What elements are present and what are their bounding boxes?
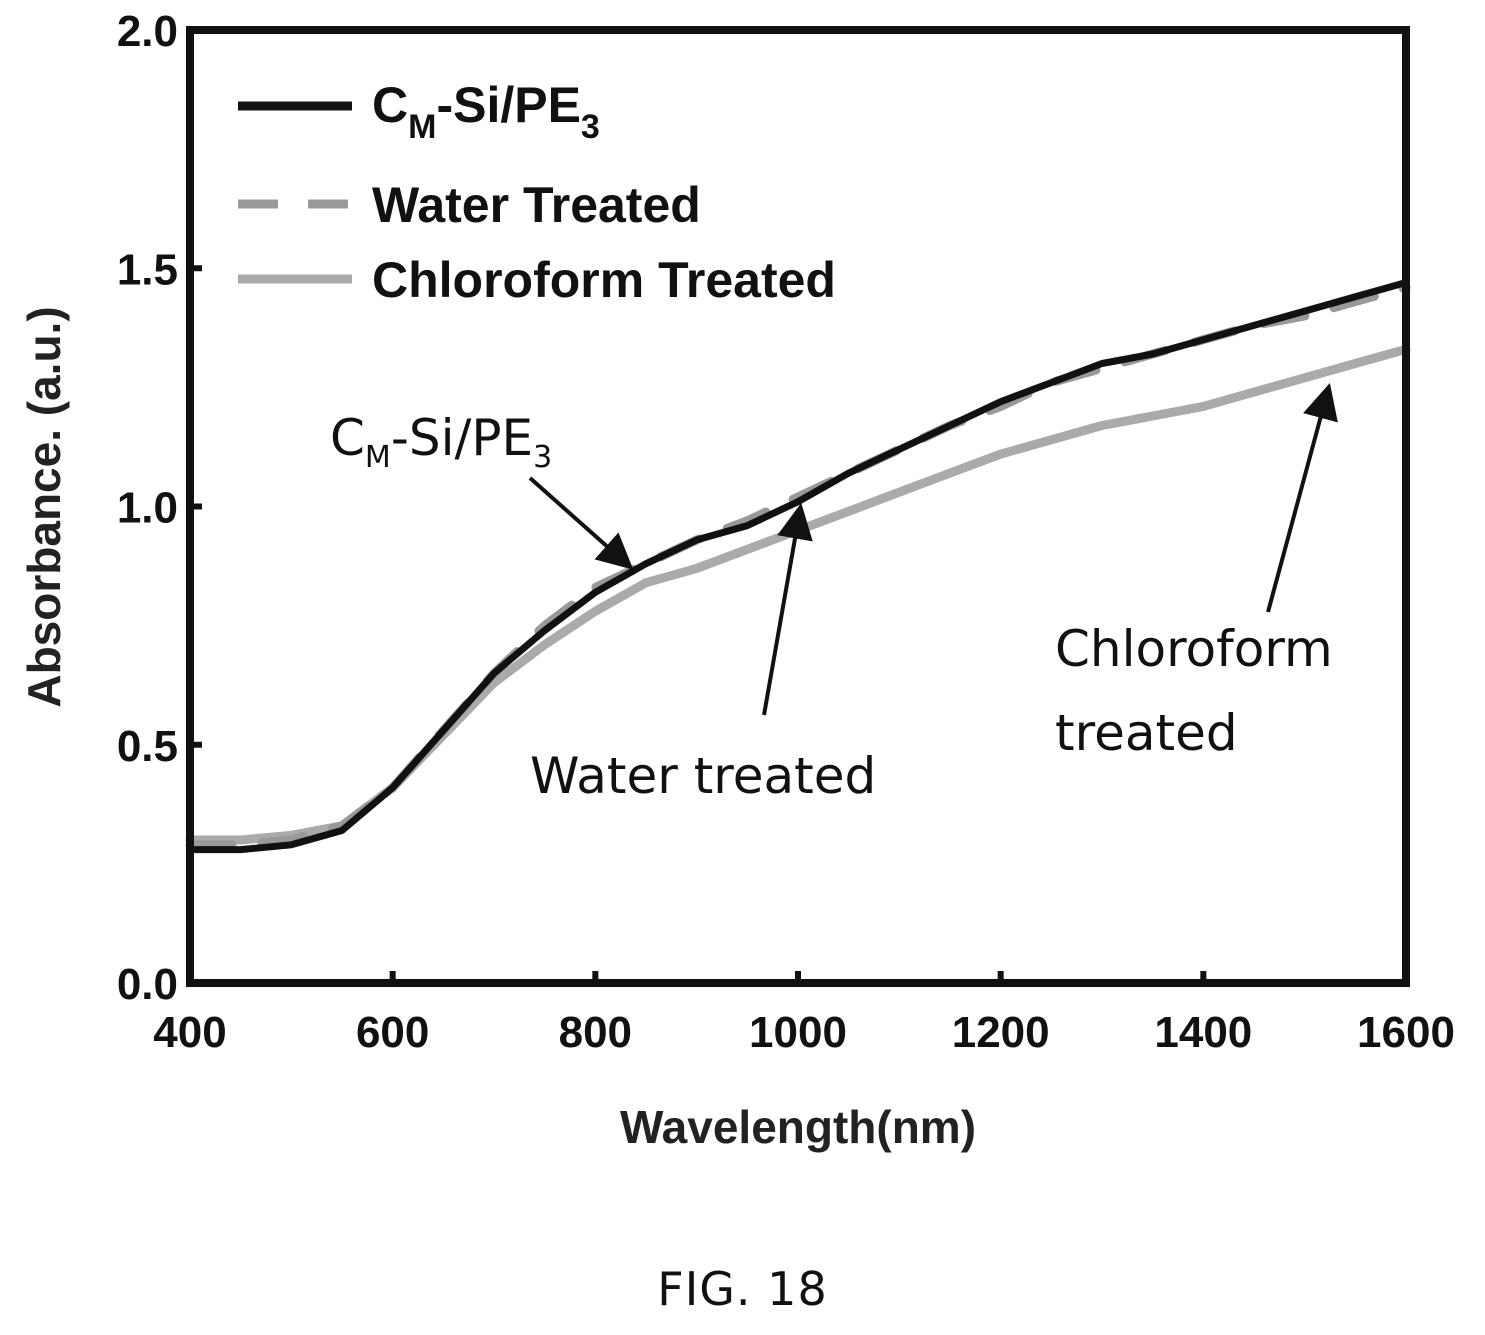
absorbance-chart: 400 600 800 1000 1200 1400 1600 0.0 0.5 1.0 1.5 2.0… [18,7,1455,1153]
y-tick-label-2: 1.0 [117,484,178,533]
ticks-layer: 400 600 800 1000 1200 1400 1600 0.0 0.5 1.0 1.5 2.0 [117,7,1455,1057]
legend: CM-Si/PE3 Water Treated Chloroform Treat… [238,77,836,308]
legend-label-part-c: C [372,77,408,133]
annotation-part-si-pe: -Si/PE [391,409,533,467]
annotation-water-treated-label: Water treated [530,747,876,805]
annotation-cm-si-pe3-label: CM-Si/PE3 [330,409,552,475]
y-axis-title: Absorbance. (a.u.) [18,306,70,707]
legend-label-part-3: 3 [581,108,600,146]
y-tick-label-4: 2.0 [117,7,178,56]
x-axis-title: Wavelength(nm) [620,1101,976,1153]
figure-caption: FIG. 18 [657,1262,828,1316]
plot-frame [186,26,1410,987]
x-tick-label-5: 1400 [1154,1008,1252,1057]
y-tick-label-1: 0.5 [117,722,178,771]
x-tick-label-0: 400 [153,1008,226,1057]
annotation-part-3: 3 [533,440,552,475]
x-tick-label-3: 1000 [749,1008,847,1057]
legend-label-part-si-pe: -Si/PE [436,77,580,133]
x-tick-label-1: 600 [356,1008,429,1057]
legend-label-chloroform-treated: Chloroform Treated [372,252,836,308]
annotation-water-treated: Water treated [530,502,876,805]
annotation-chloroform-treated-arrow [1266,383,1338,613]
series-line-0 [186,279,1410,854]
annotation-cm-si-pe3: CM-Si/PE3 [330,409,634,570]
annotation-chloroform-treated-line2: treated [1055,704,1238,762]
legend-label-cm-si-pe3: CM-Si/PE3 [372,77,600,146]
legend-label-part-m: M [408,108,436,146]
x-tick-label-2: 800 [559,1008,632,1057]
annotation-part-c: C [330,409,365,467]
y-tick-label-3: 1.5 [117,245,178,294]
legend-label-water-treated: Water Treated [372,177,701,233]
annotation-water-treated-arrow [762,502,813,716]
legend-item-chloroform-treated: Chloroform Treated [238,252,836,308]
annotation-chloroform-treated: Chloroform treated [1055,383,1338,762]
x-tick-label-4: 1200 [952,1008,1050,1057]
legend-item-water-treated: Water Treated [238,177,701,233]
legend-item-cm-si-pe3: CM-Si/PE3 [238,77,600,146]
x-tick-label-6: 1600 [1357,1008,1455,1057]
annotation-chloroform-treated-line1: Chloroform [1055,620,1333,678]
y-tick-label-0: 0.0 [117,960,178,1009]
annotation-part-m: M [365,440,391,475]
annotation-cm-si-pe3-arrow [528,476,634,570]
